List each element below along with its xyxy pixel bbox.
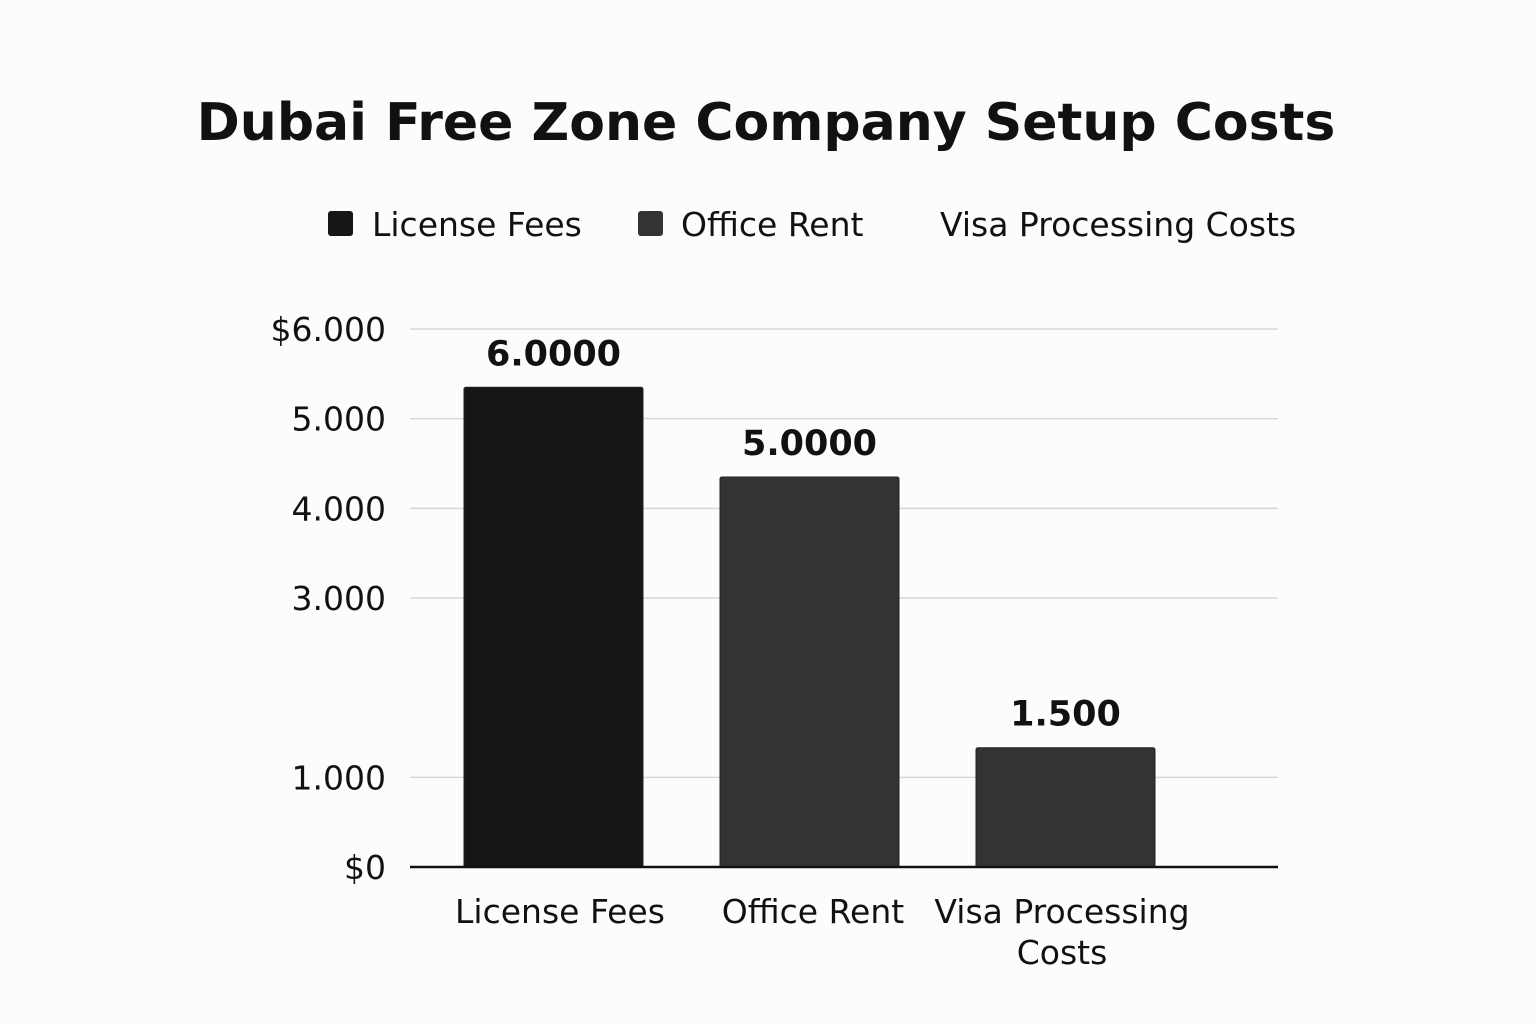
- legend: License Fees Office Rent Visa Processing C…: [328, 205, 1296, 244]
- y-tick-label-3: 4.000: [292, 489, 386, 528]
- x-tick-label-2-1: Costs: [1017, 933, 1108, 972]
- y-tick-label-0: $0: [344, 848, 386, 887]
- bar-1: [719, 476, 900, 868]
- data-label-0: 6.0000: [486, 334, 621, 374]
- y-tick-label-4: 5.000: [292, 400, 386, 439]
- chart-title: Dubai Free Zone Company Setup Costs: [197, 93, 1336, 153]
- legend-label-2: Visa Processing Costs: [940, 205, 1296, 244]
- y-tick-label-5: $6.000: [271, 310, 386, 349]
- legend-swatch-0: [328, 211, 353, 236]
- y-tick-label-2: 3.000: [292, 579, 386, 618]
- legend-label-0: License Fees: [372, 205, 582, 244]
- x-tick-label-0-0: License Fees: [455, 892, 665, 931]
- data-labels: 6.0000 5.0000 1.500: [486, 334, 1121, 734]
- bar-0: [463, 386, 644, 868]
- bar-2: [975, 747, 1156, 868]
- data-label-2: 1.500: [1010, 695, 1121, 735]
- y-tick-label-1: 1.000: [292, 758, 386, 797]
- legend-swatch-1: [638, 211, 663, 236]
- x-tick-label-1-0: Office Rent: [722, 892, 904, 931]
- x-axis: License Fees Office Rent Visa ProcessingCo…: [455, 892, 1190, 972]
- legend-label-1: Office Rent: [681, 205, 863, 244]
- bars: [463, 386, 1156, 868]
- x-tick-label-2-0: Visa Processing: [934, 892, 1189, 931]
- y-axis: $0 1.000 3.000 4.000 5.000 $6.000: [271, 310, 386, 887]
- data-label-1: 5.0000: [742, 424, 877, 464]
